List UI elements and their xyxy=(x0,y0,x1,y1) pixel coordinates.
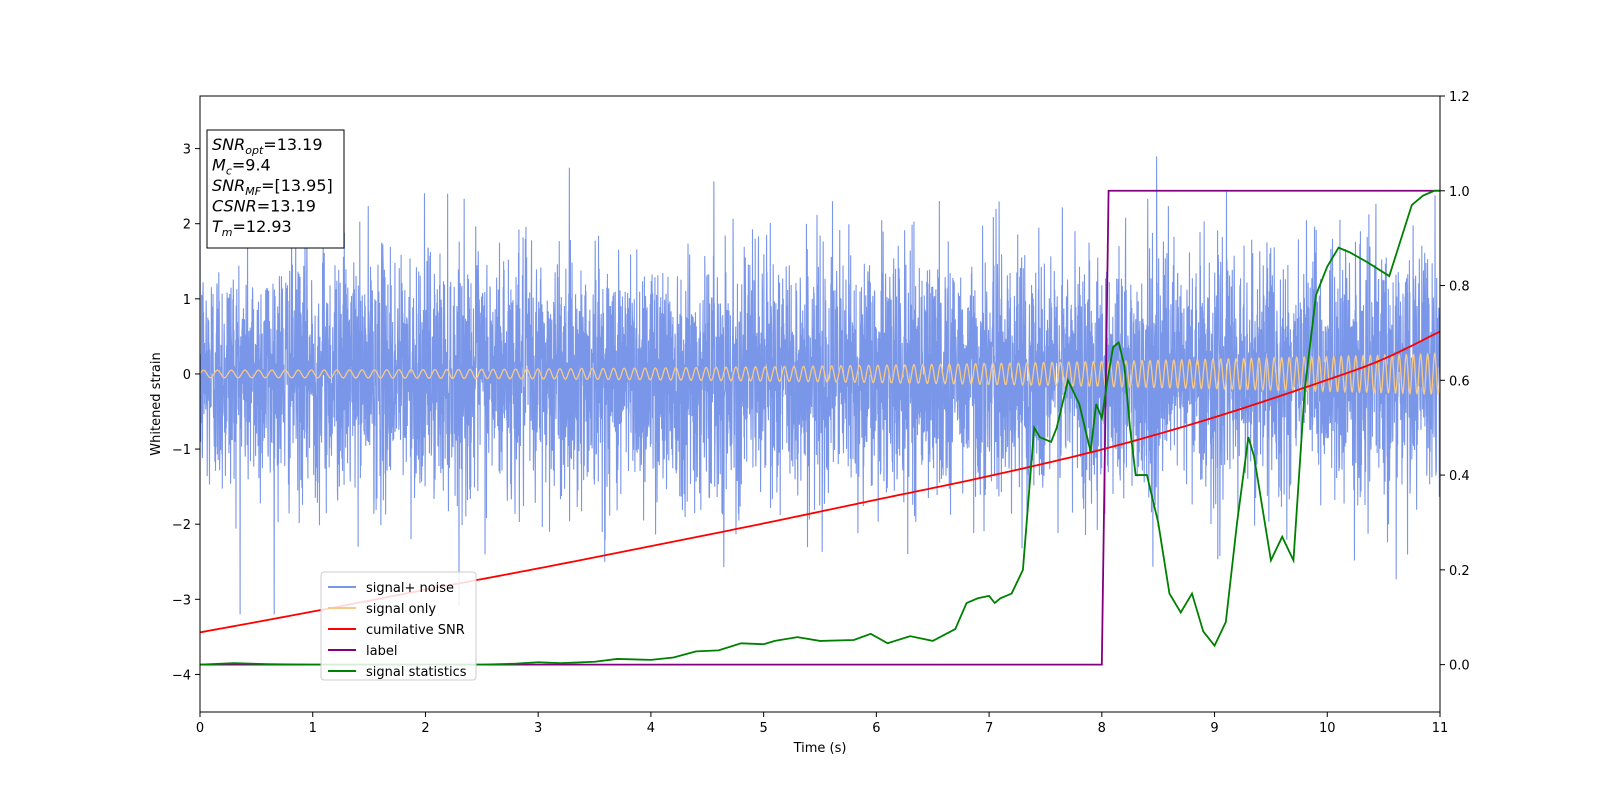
legend: signal+ noise signal only cumilative SNR la… xyxy=(320,571,477,681)
x-tick-label: 0 xyxy=(196,721,204,736)
y-axis-label: Whitened strain xyxy=(149,352,164,455)
x-tick-label: 3 xyxy=(534,721,542,736)
annotation-symbol: M xyxy=(212,156,226,175)
y2-tick-label: 1.2 xyxy=(1449,90,1470,105)
annotation-value: =13.19 xyxy=(257,197,316,216)
x-tick-label: 4 xyxy=(647,721,655,736)
y-tick-label: 3 xyxy=(183,143,191,158)
annotation-value: =9.4 xyxy=(232,156,271,175)
legend-label: label xyxy=(366,644,397,659)
legend-label: signal only xyxy=(366,602,436,617)
series-line-signal-noise xyxy=(200,156,1440,615)
y2-tick-label: 0.6 xyxy=(1449,374,1470,389)
y-tick-label: 0 xyxy=(183,368,191,383)
legend-label: cumilative SNR xyxy=(366,623,465,638)
plot-frame xyxy=(199,95,1441,713)
x-tick-label: 2 xyxy=(421,721,429,736)
annotation-box: SNRopt=13.19Mc=9.4SNRMF=[13.95]CSNR=13.1… xyxy=(206,129,345,249)
annotation-value: =12.93 xyxy=(233,217,292,236)
annotation-symbol: CSNR xyxy=(212,197,257,216)
y-tick-label: −3 xyxy=(172,593,191,608)
y-tick-label: 2 xyxy=(183,218,191,233)
series-line-signal-statistics xyxy=(200,189,1440,666)
y2-tick-label: 1.0 xyxy=(1449,185,1470,200)
legend-label: signal statistics xyxy=(366,665,467,680)
annotation-subscript: opt xyxy=(245,144,264,157)
annotation-line: Mc=9.4 xyxy=(212,156,271,178)
annotation-subscript: c xyxy=(226,165,232,178)
annotation-symbol: T xyxy=(212,217,223,236)
series-line-signal-only xyxy=(200,352,1440,396)
y-tick-label: −4 xyxy=(172,668,191,683)
annotation-subscript: MF xyxy=(245,185,261,198)
annotation-value: =13.19 xyxy=(263,135,322,154)
y2-tick-label: 0.4 xyxy=(1449,469,1470,484)
x-tick-label: 11 xyxy=(1432,721,1449,736)
annotation-symbol: SNR xyxy=(212,135,245,154)
annotation-subscript: m xyxy=(222,226,233,239)
y-tick-label: 1 xyxy=(183,293,191,308)
annotation-line: SNRopt=13.19 xyxy=(212,135,323,157)
y2-tick-label: 0.2 xyxy=(1449,564,1470,579)
y-tick-label: −1 xyxy=(172,443,191,458)
y2-tick-label: 0.8 xyxy=(1449,280,1470,295)
annotation-symbol: SNR xyxy=(212,176,245,195)
annotation-line: SNRMF=[13.95] xyxy=(212,176,333,198)
x-axis-ticks: 0 1 2 3 4 5 6 7 8 9 10 11 xyxy=(196,712,1448,736)
x-axis-label: Time (s) xyxy=(793,741,847,756)
annotation-line: Tm=12.93 xyxy=(212,217,292,239)
series-line-label xyxy=(200,189,1440,666)
annotation-value: =[13.95] xyxy=(261,176,333,195)
x-tick-label: 9 xyxy=(1210,721,1218,736)
y2-tick-label: 0.0 xyxy=(1449,659,1470,674)
x-tick-label: 5 xyxy=(759,721,767,736)
x-tick-label: 1 xyxy=(309,721,317,736)
y-axis-ticks: −4 −3 −2 −1 0 1 2 3 xyxy=(172,143,200,683)
annotation-line: CSNR=13.19 xyxy=(212,197,316,216)
x-tick-label: 10 xyxy=(1319,721,1336,736)
x-tick-label: 8 xyxy=(1098,721,1106,736)
x-tick-label: 6 xyxy=(872,721,880,736)
y-tick-label: −2 xyxy=(172,518,191,533)
legend-label: signal+ noise xyxy=(366,581,454,596)
y2-axis-ticks: 0.0 0.2 0.4 0.6 0.8 1.0 1.2 xyxy=(1440,90,1470,674)
x-tick-label: 7 xyxy=(985,721,993,736)
